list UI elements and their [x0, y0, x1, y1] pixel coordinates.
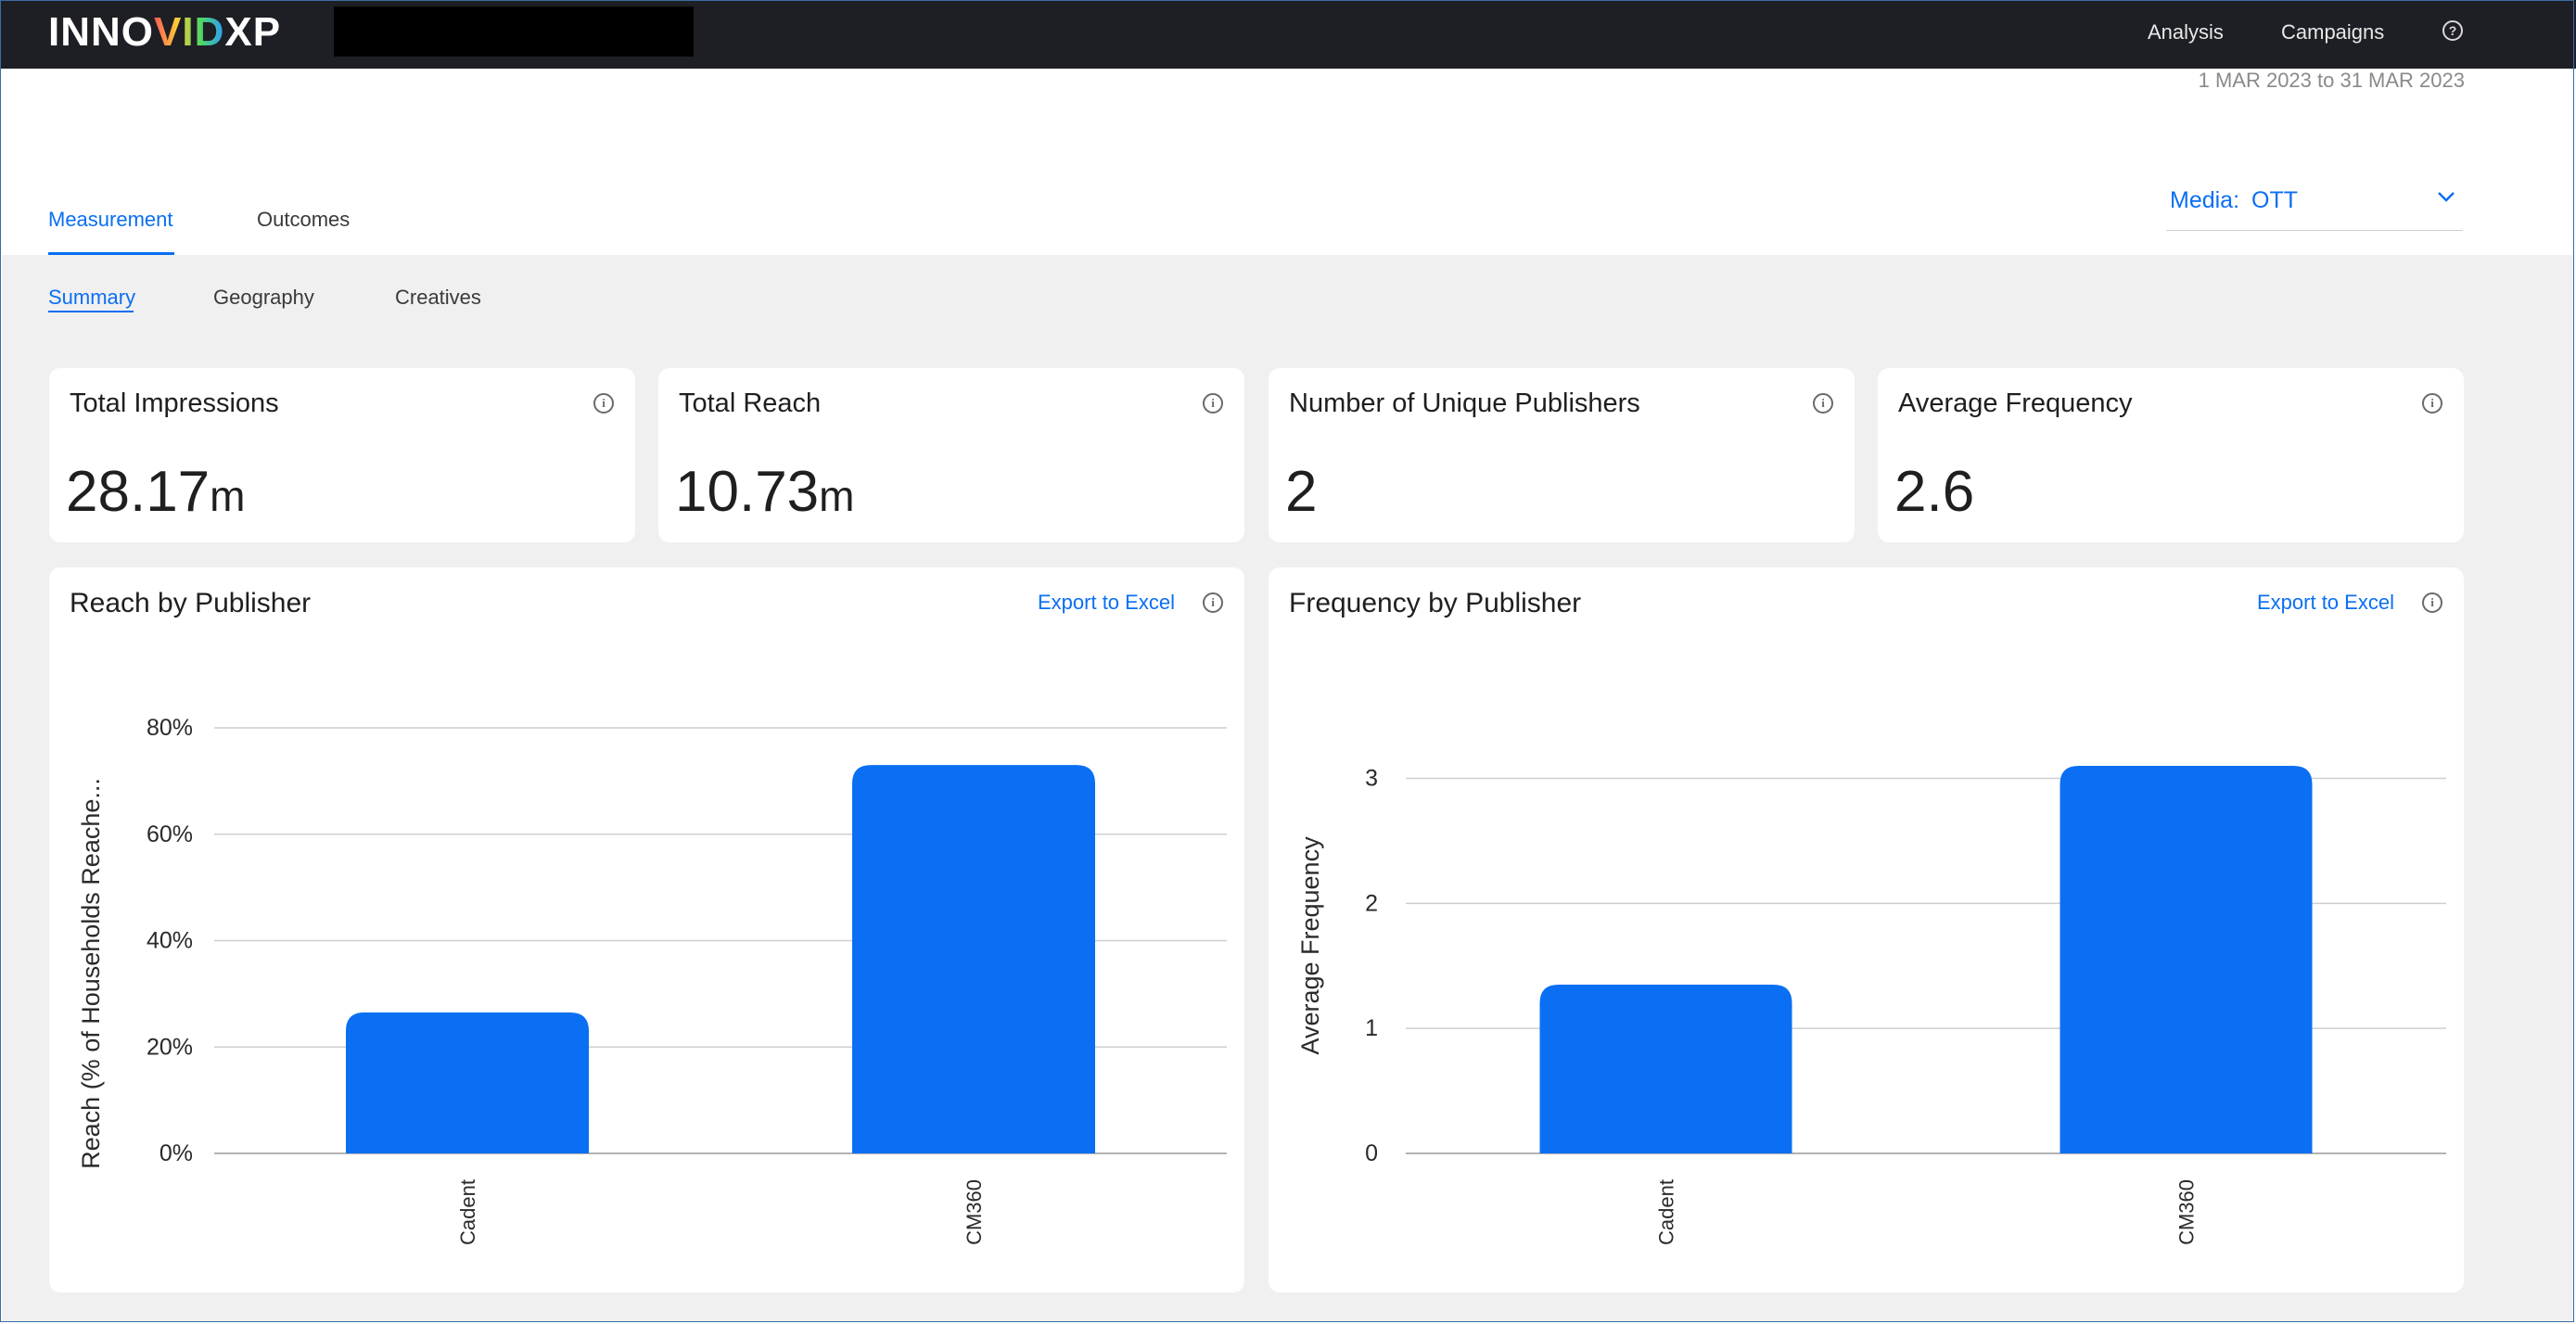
media-dropdown[interactable]: Media: OTT: [2166, 184, 2463, 231]
kpi-unit: m: [210, 472, 246, 520]
chart-title: Frequency by Publisher: [1289, 588, 1582, 618]
logo-text-mid: VID: [154, 9, 225, 55]
kpi-unit: m: [819, 472, 855, 520]
kpi-title: Number of Unique Publishers: [1289, 388, 1640, 418]
innovid-xp-logo[interactable]: INNO VID XP: [48, 9, 281, 56]
y-axis-label: Reach (% of Households Reache...: [77, 778, 105, 1169]
media-dropdown-value: OTT: [2251, 187, 2298, 213]
kpi-title: Total Reach: [679, 388, 822, 418]
chart-card-frequency-by-publisher: Frequency by Publisher Export to Excel i…: [1269, 567, 2464, 1292]
x-category-label: Cadent: [456, 1179, 479, 1245]
kpi-card-average-frequency: Average Frequency i 2.6: [1878, 368, 2464, 542]
chart-card-reach-by-publisher: Reach by Publisher Export to Excel i 0% 2…: [49, 567, 1244, 1292]
bar-cm360: [2060, 766, 2313, 1153]
kpi-title: Total Impressions: [70, 388, 279, 418]
kpi-number: 28.17: [66, 460, 210, 524]
subtab-creatives[interactable]: Creatives: [395, 286, 481, 309]
top-nav-bar: INNO VID XP Analysis Campaigns ?: [0, 0, 2576, 69]
y-tick-label: 2: [1365, 890, 1378, 916]
logo-text-prefix: INNO: [48, 9, 154, 55]
info-icon[interactable]: i: [2422, 592, 2442, 613]
y-tick-label: 40%: [147, 928, 193, 954]
y-tick-label: 3: [1365, 765, 1378, 791]
export-to-excel-link[interactable]: Export to Excel: [1038, 591, 1175, 614]
tab-measurement[interactable]: Measurement: [48, 208, 173, 231]
chart-title: Reach by Publisher: [70, 588, 312, 618]
kpi-number: 2.6: [1894, 460, 1975, 524]
frequency-bar-chart: 0 1 2 3 Average Frequency Cadent CM360: [1296, 765, 2446, 1245]
subtab-geography[interactable]: Geography: [213, 286, 314, 309]
nav-analysis[interactable]: Analysis: [2148, 20, 2224, 44]
bar-cadent: [346, 1012, 589, 1153]
info-icon[interactable]: i: [2422, 393, 2442, 414]
kpi-card-unique-publishers: Number of Unique Publishers i 2: [1269, 368, 1855, 542]
kpi-title: Average Frequency: [1898, 388, 2133, 418]
info-icon[interactable]: i: [1203, 592, 1223, 613]
kpi-number: 10.73: [675, 460, 820, 524]
kpi-card-total-reach: Total Reach i 10.73m: [658, 368, 1244, 542]
kpi-value: 2.6: [1894, 459, 1974, 525]
reach-bar-chart: 0% 20% 40% 60% 80% Reach (% of Households Rea…: [77, 715, 1227, 1245]
x-category-label: CM360: [2175, 1179, 2199, 1245]
info-icon[interactable]: i: [593, 393, 614, 414]
nav-campaigns[interactable]: Campaigns: [2281, 20, 2385, 44]
tab-outcomes[interactable]: Outcomes: [257, 208, 351, 231]
redacted-account-name: [334, 6, 694, 57]
y-tick-label: 1: [1365, 1015, 1378, 1041]
logo-text-suffix: XP: [224, 9, 282, 55]
y-tick-label: 20%: [147, 1034, 193, 1060]
question-circle-icon[interactable]: ?: [2442, 20, 2463, 41]
info-icon[interactable]: i: [1203, 393, 1223, 414]
kpi-card-total-impressions: Total Impressions i 28.17m: [49, 368, 635, 542]
x-category-label: Cadent: [1655, 1179, 1678, 1245]
y-tick-label: 0: [1365, 1140, 1378, 1166]
date-range: 1 MAR 2023 to 31 MAR 2023: [2198, 69, 2465, 92]
bar-cm360: [852, 765, 1095, 1153]
bar-cadent: [1539, 984, 1792, 1153]
y-tick-label: 80%: [147, 715, 193, 741]
active-tab-indicator: [48, 252, 174, 255]
kpi-value: 2: [1285, 459, 1317, 525]
kpi-value: 28.17m: [66, 459, 245, 525]
info-icon[interactable]: i: [1813, 393, 1833, 414]
active-subtab-indicator: [48, 311, 134, 312]
kpi-number: 2: [1285, 460, 1318, 524]
y-axis-label: Average Frequency: [1296, 836, 1324, 1055]
chevron-down-icon: [2438, 192, 2455, 202]
y-tick-label: 0%: [159, 1140, 193, 1166]
media-dropdown-label: Media:: [2170, 187, 2240, 213]
x-category-label: CM360: [963, 1179, 986, 1245]
export-to-excel-link[interactable]: Export to Excel: [2257, 591, 2394, 614]
kpi-value: 10.73m: [675, 459, 854, 525]
y-tick-label: 60%: [147, 821, 193, 847]
subtab-summary[interactable]: Summary: [48, 286, 136, 309]
